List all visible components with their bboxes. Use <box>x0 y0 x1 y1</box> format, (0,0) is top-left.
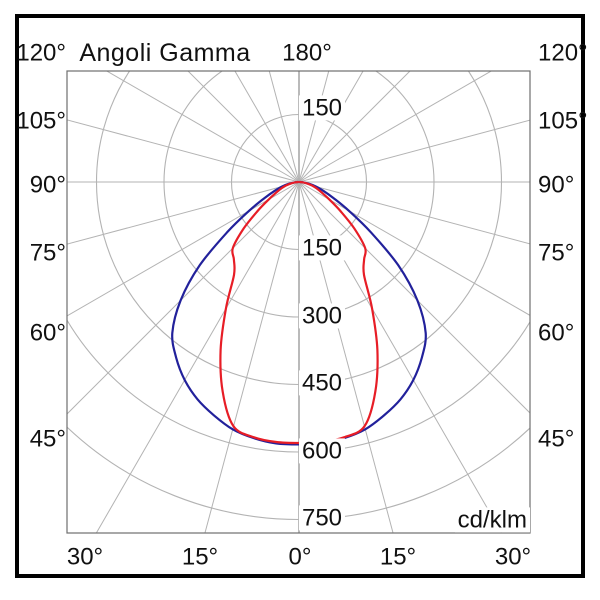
gamma-ray-315 <box>67 181 300 415</box>
radial-circle-750 <box>67 426 530 520</box>
gamma-ray-330 <box>95 181 300 533</box>
gamma-ray-210 <box>234 71 300 183</box>
gamma-ray-345 <box>204 181 300 533</box>
plot-area-frame <box>66 70 531 534</box>
gamma-ray-135 <box>298 71 411 183</box>
gamma-ray-45 <box>298 181 530 414</box>
gamma-ray-15 <box>298 181 394 533</box>
diagram-outer-border <box>15 14 585 578</box>
gamma-ray-225 <box>187 71 300 183</box>
gamma-ray-150 <box>298 71 364 183</box>
gamma-ray-300 <box>67 181 300 317</box>
gamma-ray-105 <box>298 119 530 183</box>
gamma-ray-285 <box>67 181 300 245</box>
gamma-ray-240 <box>105 71 300 183</box>
gamma-ray-30 <box>298 181 503 533</box>
gamma-ray-120 <box>298 71 493 183</box>
gamma-ray-60 <box>298 181 530 316</box>
gamma-ray-75 <box>298 181 530 245</box>
gamma-ray-255 <box>67 119 300 183</box>
